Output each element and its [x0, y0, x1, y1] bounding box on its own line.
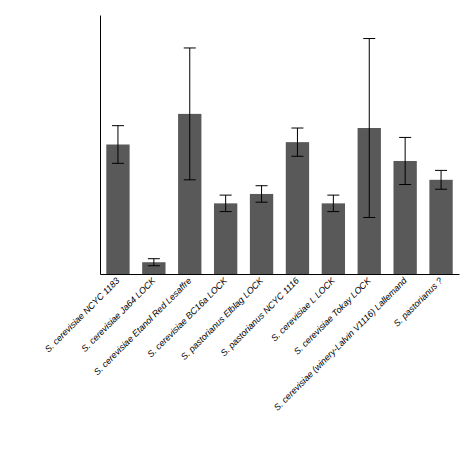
- error-bar: [112, 126, 124, 164]
- error-bar-line: [220, 195, 232, 211]
- error-bar: [435, 170, 447, 189]
- error-bar: [256, 186, 268, 202]
- x-tick-label: S. pastorianus ?: [392, 276, 445, 329]
- bar: [286, 142, 309, 274]
- bar: [250, 194, 273, 274]
- error-bar: [220, 195, 232, 211]
- error-bar-line: [435, 170, 447, 189]
- bar: [322, 203, 345, 274]
- x-tick: S. cerevisiae (winery-Lalvin V1116) Lall…: [272, 275, 410, 413]
- x-tick-label: S. cerevisiae (winery-Lalvin V1116) Lall…: [272, 275, 410, 413]
- error-bar-line: [112, 126, 124, 164]
- error-bar: [327, 195, 339, 211]
- error-bar: [184, 48, 196, 180]
- error-bar-line: [148, 259, 160, 266]
- error-bar: [148, 259, 160, 266]
- error-bar-line: [184, 48, 196, 180]
- plot: S. cerevisiae NCYC 1183S. cerevisiae Ja6…: [43, 16, 460, 413]
- error-bar-line: [256, 186, 268, 202]
- bar: [429, 180, 452, 274]
- x-axis: S. cerevisiae NCYC 1183S. cerevisiae Ja6…: [43, 275, 460, 413]
- chart: S. cerevisiae NCYC 1183S. cerevisiae Ja6…: [0, 0, 474, 474]
- marks: [106, 39, 452, 274]
- y-axis: [100, 16, 101, 275]
- error-bar: [399, 137, 411, 184]
- bar: [106, 145, 129, 275]
- bar: [214, 203, 237, 274]
- error-bar-line: [399, 137, 411, 184]
- error-bar: [291, 128, 303, 156]
- error-bar-line: [327, 195, 339, 211]
- x-tick: S. pastorianus ?: [392, 276, 445, 329]
- error-bar-line: [363, 39, 375, 218]
- x-axis-line: [101, 274, 460, 275]
- x-tick-label: S. cerevisiae L LOCK: [269, 275, 337, 343]
- y-axis-line: [100, 16, 101, 275]
- error-bar-line: [291, 128, 303, 156]
- error-bar: [363, 39, 375, 218]
- x-tick: S. cerevisiae L LOCK: [269, 275, 337, 343]
